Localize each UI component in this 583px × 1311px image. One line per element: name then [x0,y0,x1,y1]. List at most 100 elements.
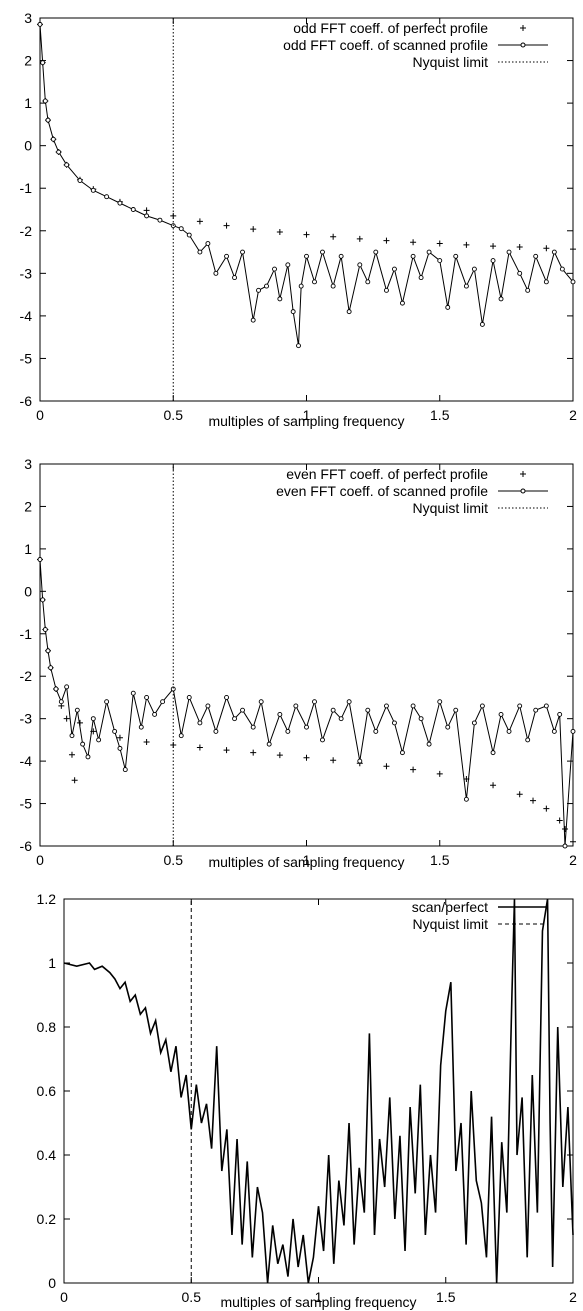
y-tick-label: -5 [20,796,33,812]
data-point [570,728,576,734]
data-point [490,258,496,264]
data-point [272,266,277,272]
y-tick-label: -6 [20,393,33,409]
data-point [562,826,569,833]
data-point [152,711,158,717]
data-point [556,817,563,824]
legend-label: Nyquist limit [413,54,489,70]
x-tick-label: 1 [303,852,311,868]
data-point [77,178,83,184]
data-point [365,707,371,713]
y-tick-label: -3 [20,711,33,727]
data-point [117,200,123,206]
data-point [517,270,523,276]
data-point [122,767,128,773]
data-point [463,796,469,802]
data-point [71,777,78,784]
data-point [56,149,62,155]
legend-label: even FFT coeff. of scanned profile [276,483,488,499]
chart-1: -6 -5 -4 -3 -2 -1 0 1 2 3 0 0.5 1 1.5 2 multiples of sa… [20,10,578,429]
data-point [543,279,549,285]
data-point [40,597,46,603]
data-point [338,253,344,259]
data-point [570,246,576,253]
data-point [85,754,91,760]
y-tick-label: 0.6 [37,1083,57,1099]
data-point [463,241,470,248]
data-point [303,231,310,238]
data-point [383,763,390,770]
data-point [436,770,443,777]
data-point [104,194,110,200]
data-point [383,237,390,244]
data-point [559,266,565,272]
data-point [277,711,283,717]
y-tick-label: 1 [24,541,32,557]
data-point [498,296,504,302]
data-point [223,222,230,229]
data-point [186,232,192,238]
data-point [543,703,549,709]
data-point [304,724,309,730]
x-tick-label: 0.5 [182,1289,202,1305]
data-point [264,283,269,289]
y-tick-label: -6 [20,838,33,854]
data-point [533,707,539,713]
series-2 [37,557,576,849]
data-point [276,229,283,236]
y-tick-label: 0 [48,1275,56,1291]
x-tick-label: 2 [569,1289,577,1305]
data-point [463,283,469,289]
data-point [250,226,257,233]
data-point [178,733,184,739]
data-point [42,627,48,632]
x-tick-label: 1 [315,1289,323,1305]
data-point [48,665,54,671]
data-point [205,241,211,246]
x-tick-label: 0 [60,1289,68,1305]
data-point [256,287,261,293]
data-point [356,235,363,242]
data-point [276,752,283,759]
data-point [197,249,203,255]
data-point [551,728,557,734]
data-point [143,207,150,214]
data-point [410,703,416,709]
data-point [391,720,397,726]
y-tick-label: 0.8 [37,1019,57,1035]
series-line [39,24,574,346]
data-point [298,283,304,289]
data-point [320,737,325,743]
data-point [178,226,184,232]
data-point [64,684,70,690]
data-point [312,699,317,705]
data-point [543,805,550,812]
legend-swatch [520,42,526,48]
legend-swatch [520,488,526,494]
data-point [479,703,485,709]
data-point [205,703,211,709]
data-point [143,739,150,746]
data-point [399,300,405,306]
y-tick-label: -1 [20,626,33,642]
data-point [490,750,496,756]
y-tick-label: -2 [20,668,33,684]
y-tick-label: -5 [20,350,33,366]
data-point [45,648,51,654]
x-tick-label: 1.5 [430,852,450,868]
data-point [196,744,203,751]
data-point [157,217,163,223]
y-tick-label: 0.2 [37,1211,57,1227]
data-point [410,766,417,773]
data-point [290,309,296,315]
data-point [285,728,291,734]
data-point [516,243,523,250]
data-point [437,258,443,264]
data-point [138,724,144,730]
data-point [53,686,59,692]
data-point [570,279,576,285]
data-point [506,728,512,734]
data-point [357,262,363,268]
legend-label: even FFT coeff. of perfect profile [286,466,488,482]
